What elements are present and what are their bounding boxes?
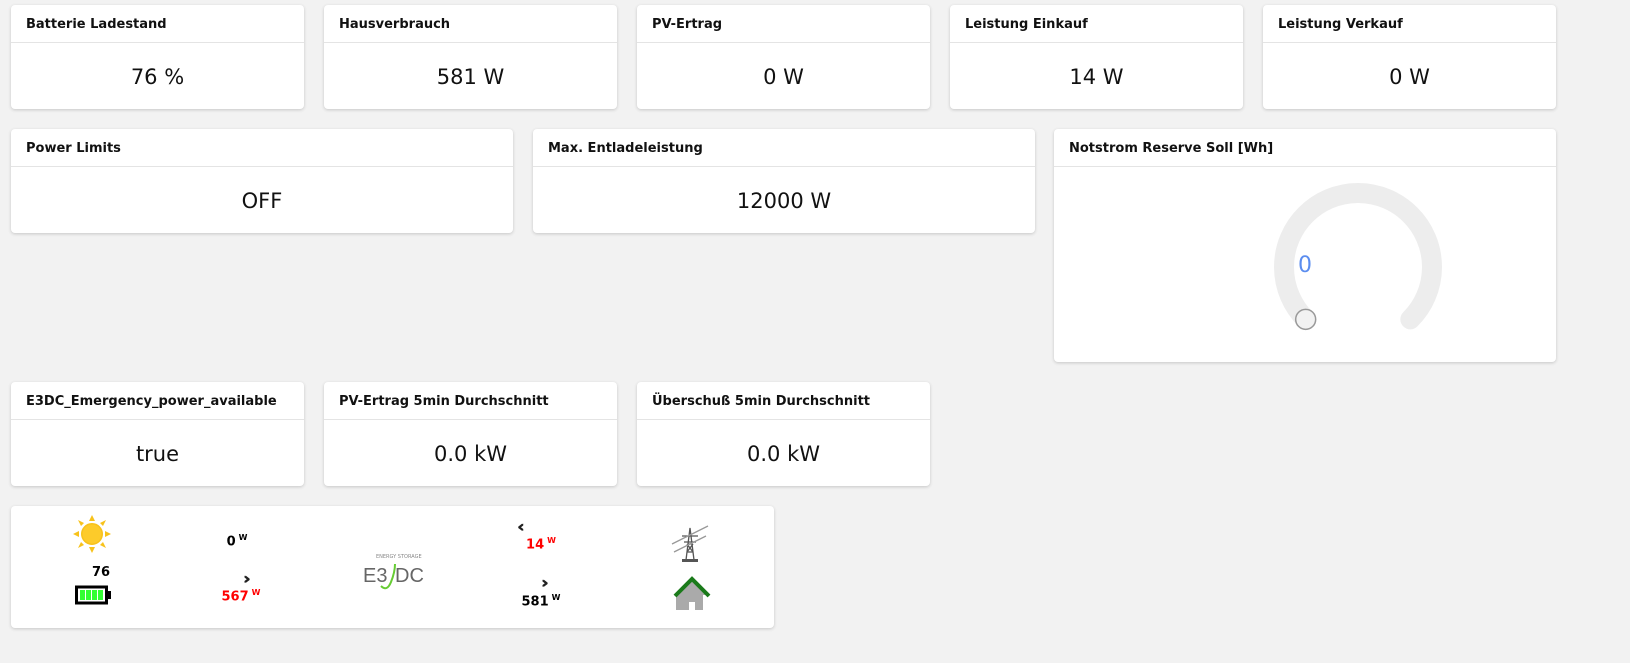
- logo-mark: E3 DC: [363, 563, 424, 590]
- card-value: 0.0 kW: [747, 442, 820, 466]
- card-batterie-ladestand: Batterie Ladestand 76 %: [11, 5, 304, 109]
- power-pylon-icon: [671, 525, 709, 562]
- arrow-right-icon: ›››: [243, 569, 250, 588]
- logo-subtitle: ENERGY STORAGE: [376, 554, 422, 560]
- house-power: 581 W: [511, 593, 571, 609]
- card-title: PV-Ertrag 5min Durchschnitt: [324, 382, 617, 420]
- card-notstrom-reserve: Notstrom Reserve Soll [Wh] 0: [1054, 129, 1556, 362]
- card-leistung-verkauf: Leistung Verkauf 0 W: [1263, 5, 1556, 109]
- arrow-left-icon: ›››: [523, 517, 525, 536]
- gauge-knob: [1294, 308, 1317, 331]
- card-pv-5min: PV-Ertrag 5min Durchschnitt 0.0 kW: [324, 382, 617, 486]
- battery-power-unit: W: [251, 588, 261, 597]
- svg-text:DC: DC: [395, 565, 424, 587]
- arrow-right-icon: ›››: [541, 573, 548, 592]
- card-value: 0.0 kW: [434, 442, 507, 466]
- card-pv-ertrag: PV-Ertrag 0 W: [637, 5, 930, 109]
- card-title: Max. Entladeleistung: [533, 129, 1035, 167]
- card-value: OFF: [241, 189, 283, 213]
- e3dc-logo: ENERGY STORAGE E3 DC: [351, 554, 431, 594]
- gauge-value: 0: [1298, 253, 1312, 278]
- card-title: PV-Ertrag: [637, 5, 930, 43]
- card-title: Batterie Ladestand: [11, 5, 304, 43]
- gauge-slider[interactable]: [1054, 167, 1556, 362]
- house-icon: [673, 576, 711, 610]
- sun-icon: [73, 515, 111, 553]
- grid-power-unit: W: [547, 536, 556, 545]
- battery-power: 567 W: [211, 588, 271, 604]
- battery-icon: [75, 585, 111, 605]
- battery-power-value: 567: [221, 589, 249, 605]
- house-power-unit: W: [551, 593, 561, 602]
- svg-text:E3: E3: [363, 565, 387, 587]
- card-value: true: [135, 442, 180, 466]
- battery-soc: 76: [91, 565, 111, 580]
- pv-power-value: 0: [226, 534, 236, 550]
- card-value: 0 W: [1389, 65, 1430, 89]
- pv-power-unit: W: [238, 533, 248, 542]
- card-title: Leistung Verkauf: [1263, 5, 1556, 43]
- card-title: Power Limits: [11, 129, 513, 167]
- card-title: Hausverbrauch: [324, 5, 617, 43]
- card-power-limits: Power Limits OFF: [11, 129, 513, 233]
- house-power-value: 581: [521, 594, 549, 610]
- gauge-track: [1274, 183, 1442, 330]
- card-value: 581 W: [436, 65, 505, 89]
- card-title: E3DC_Emergency_power_available: [11, 382, 304, 420]
- card-value: 0 W: [763, 65, 804, 89]
- card-leistung-einkauf: Leistung Einkauf 14 W: [950, 5, 1243, 109]
- card-title: Notstrom Reserve Soll [Wh]: [1054, 129, 1556, 167]
- card-max-entladeleistung: Max. Entladeleistung 12000 W: [533, 129, 1035, 233]
- card-ueberschuss-5min: Überschuß 5min Durchschnitt 0.0 kW: [637, 382, 930, 486]
- card-title: Leistung Einkauf: [950, 5, 1243, 43]
- card-value: 12000 W: [736, 189, 832, 213]
- card-value: 14 W: [1069, 65, 1124, 89]
- grid-power: 14 W: [511, 536, 571, 552]
- card-value: 76 %: [130, 65, 185, 89]
- card-hausverbrauch: Hausverbrauch 581 W: [324, 5, 617, 109]
- grid-power-value: 14: [526, 537, 545, 553]
- card-title: Überschuß 5min Durchschnitt: [637, 382, 930, 420]
